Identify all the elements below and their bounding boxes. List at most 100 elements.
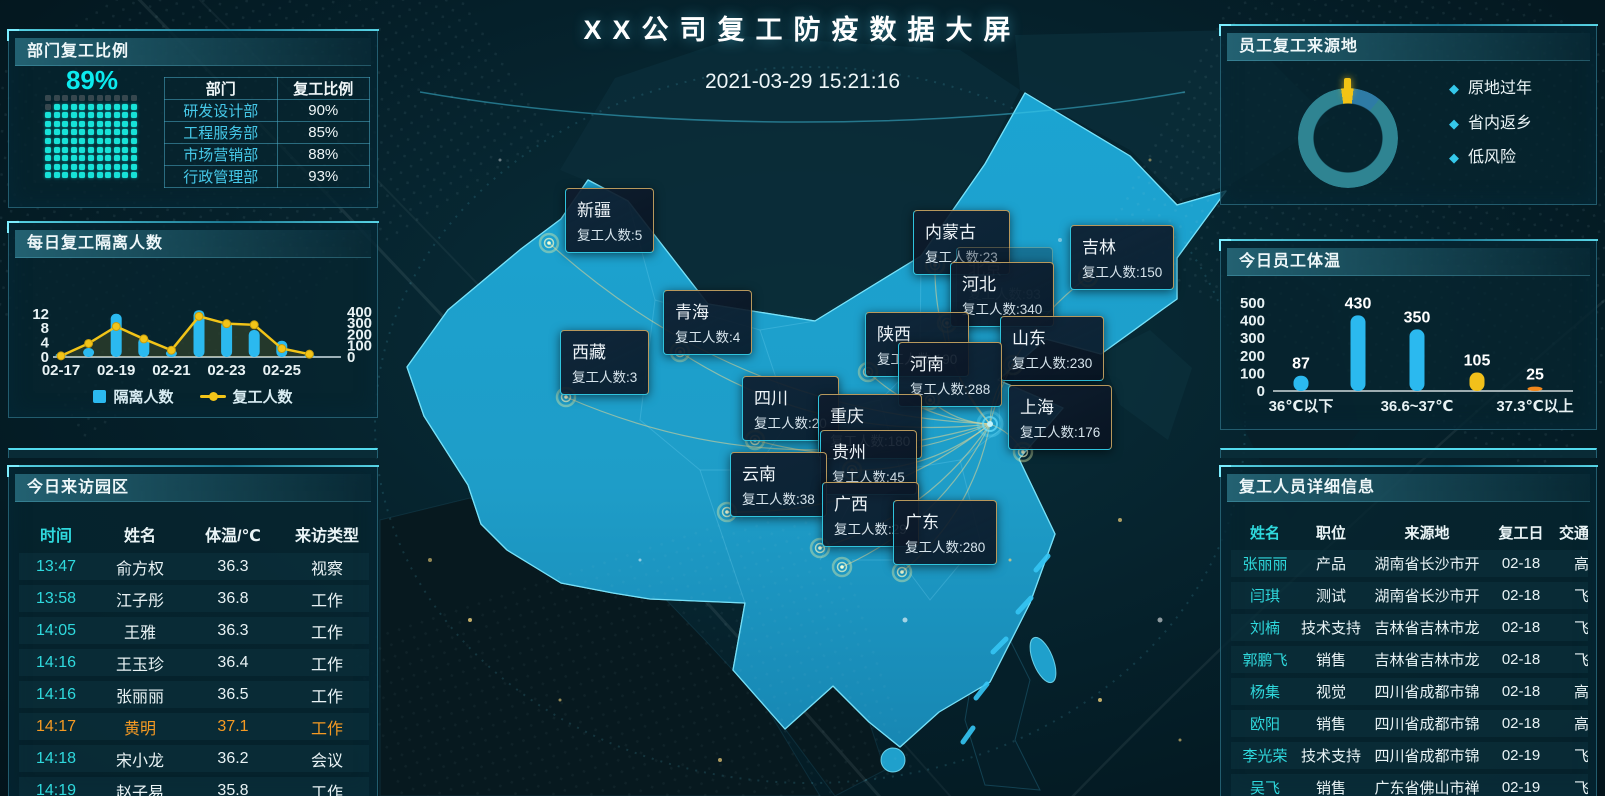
returned-point (139, 334, 149, 344)
bar-value-label: 430 (1345, 295, 1372, 312)
map-tooltip: 吉林 复工人数:150 (1070, 225, 1175, 290)
temperature-bar (1293, 375, 1309, 391)
waffle-dot (70, 120, 77, 127)
waffle-dot (62, 95, 69, 101)
waffle-dot (130, 163, 137, 170)
province-marker[interactable] (538, 232, 560, 254)
waffle-dot (87, 163, 94, 170)
map-tooltip: 云南 复工人数:38 (730, 452, 827, 517)
waffle-dot (130, 95, 137, 101)
bar-value-label: 350 (1404, 309, 1431, 326)
waffle-dot (79, 137, 86, 144)
waffle-dot (105, 129, 112, 136)
dept-col-header: 复工比例 (276, 77, 371, 100)
waffle-dot (105, 163, 112, 170)
waffle-dot (62, 120, 69, 127)
donut-highlight-slice (1344, 78, 1351, 96)
table-row: 14:18 宋小龙 36.2 会议 (19, 745, 369, 772)
table-row: 13:47 俞方权 36.3 视察 (19, 553, 369, 580)
source-donut-chart (1298, 88, 1398, 188)
table-row: 研发设计部 90% (164, 99, 371, 122)
panel-source-title: 员工复工来源地 (1227, 33, 1590, 61)
waffle-dot (113, 112, 120, 119)
returned-point (277, 344, 287, 354)
bar-value-label: 105 (1464, 353, 1491, 370)
waffle-dot (130, 129, 137, 136)
waffle-dot (122, 120, 129, 127)
waffle-dot (79, 129, 86, 136)
province-marker[interactable] (831, 556, 853, 578)
waffle-dot (122, 95, 129, 101)
map-tooltip: 青海 复工人数:4 (663, 290, 753, 355)
table-row: 行政管理部 93% (164, 165, 371, 188)
waffle-dot (45, 146, 51, 153)
svg-text:100: 100 (347, 338, 372, 355)
waffle-dot (130, 146, 137, 153)
waffle-dot (105, 120, 112, 127)
waffle-dot (122, 103, 129, 110)
svg-text:02-21: 02-21 (152, 362, 190, 379)
waffle-dot (70, 172, 77, 179)
waffle-dot (122, 129, 129, 136)
flight-line (565, 396, 991, 451)
waffle-dot (130, 120, 137, 127)
waffle-dot (79, 112, 86, 119)
svg-text:0: 0 (41, 349, 49, 366)
panel-cap-decor (8, 448, 378, 458)
waffle-dot (70, 137, 77, 144)
waffle-dot (70, 146, 77, 153)
title-underline (419, 91, 1186, 123)
waffle-dot (87, 155, 94, 162)
svg-text:0: 0 (1257, 383, 1265, 400)
waffle-dot (87, 129, 94, 136)
panel-temperature-title: 今日员工体温 (1227, 248, 1590, 276)
dept-waffle-chart (45, 95, 140, 181)
waffle-dot (113, 155, 120, 162)
waffle-dot (96, 103, 103, 110)
waffle-dot (53, 146, 60, 153)
legend-item-stayed[interactable]: ◆ 原地过年 (1449, 80, 1533, 97)
waffle-dot (105, 103, 112, 110)
svg-text:500: 500 (1240, 295, 1265, 312)
returned-point (111, 321, 121, 331)
waffle-dot (105, 146, 112, 153)
waffle-dot (70, 129, 77, 136)
waffle-dot (53, 112, 60, 119)
map-tooltip: 山东 复工人数:230 (1000, 316, 1105, 381)
waffle-dot (45, 163, 51, 170)
legend-item-lowrisk[interactable]: ◆ 低风险 (1449, 149, 1517, 167)
waffle-dot (87, 146, 94, 153)
waffle-dot (130, 172, 137, 179)
waffle-dot (105, 137, 112, 144)
waffle-dot (96, 163, 103, 170)
legend-item-province[interactable]: ◆ 省内返乡 (1449, 114, 1533, 132)
svg-text:37.3℃以上: 37.3℃以上 (1496, 398, 1573, 415)
waffle-dot (62, 172, 69, 179)
map-tooltip: 新疆 复工人数:5 (565, 188, 655, 253)
svg-text:12: 12 (32, 306, 49, 323)
waffle-dot (53, 137, 60, 144)
legend-item-quarantine[interactable]: 隔离人数 (93, 386, 174, 407)
dept-col-header: 部门 (164, 77, 278, 100)
waffle-dot (70, 112, 77, 119)
returned-point (249, 320, 259, 330)
waffle-dot (87, 112, 94, 119)
svg-text:02-19: 02-19 (97, 362, 135, 379)
legend-item-returned[interactable]: 复工人数 (199, 386, 293, 407)
waffle-dot (45, 155, 51, 162)
svg-text:02-17: 02-17 (42, 362, 80, 379)
waffle-dot (70, 163, 77, 170)
bar-value-label: 25 (1526, 367, 1544, 384)
svg-text:400: 400 (1240, 313, 1265, 330)
dept-overall-percent: 89% (65, 65, 119, 95)
panel-dept-ratio: 部门复工比例 89% 部门 复工比例 研发设计部 90% 工程服务部 85% 市… (7, 29, 379, 208)
waffle-dot (122, 146, 129, 153)
convergence-point (976, 410, 1004, 438)
panel-visitors: 今日来访园区 时间 姓名 体温/℃ 来访类型 13:47 俞方权 36.3 视察 13… (7, 465, 379, 796)
province-marker[interactable] (809, 537, 831, 559)
waffle-dot (105, 155, 112, 162)
